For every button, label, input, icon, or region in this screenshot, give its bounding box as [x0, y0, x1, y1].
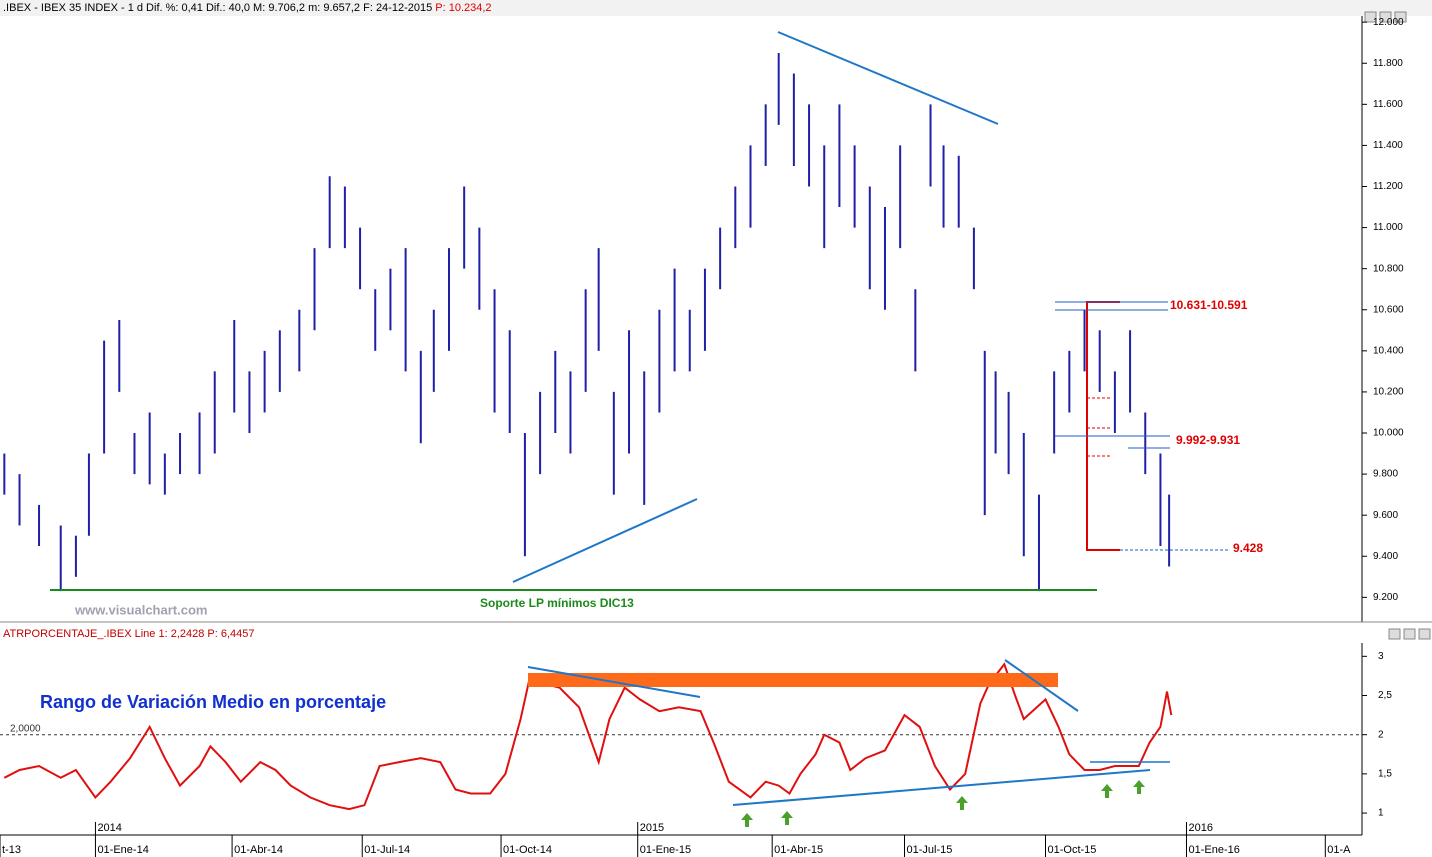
header-text: .IBEX - IBEX 35 INDEX - 1 d Dif. %: 0,41…	[3, 2, 492, 14]
trendline	[1004, 659, 1079, 712]
window-buttons[interactable]	[1364, 11, 1431, 640]
x-tick-label: 01-Ene-15	[640, 844, 691, 856]
y-tick-label: 9.400	[1373, 551, 1398, 562]
button-max[interactable]	[1379, 11, 1392, 23]
header-price: P: 10.234,2	[435, 2, 491, 14]
atr-title: ATRPORCENTAJE_.IBEX Line 1: 2,2428 P: 6,…	[3, 628, 255, 640]
x-tick-label: 01-Ene-14	[97, 844, 148, 856]
y-tick-label: 12.000	[1373, 17, 1404, 28]
button-close[interactable]	[1394, 11, 1407, 23]
arrow-up	[1101, 784, 1113, 798]
price-drawings	[50, 31, 1230, 591]
trendline	[512, 498, 698, 583]
y-tick-label: 10.000	[1373, 428, 1404, 439]
y-tick-label: 9.200	[1373, 592, 1398, 603]
y-tick-label: 11.200	[1373, 181, 1403, 192]
y-tick-label: 11.000	[1373, 222, 1403, 233]
y-tick-label: 10.600	[1373, 304, 1404, 315]
button-max[interactable]	[1403, 628, 1416, 640]
y-tick-label: 3	[1378, 651, 1384, 662]
arrow-up	[741, 813, 753, 827]
arrow-up	[1133, 780, 1145, 794]
atr-drawings	[527, 659, 1170, 827]
atr-panel: 3 2,5 2 1,5 1 t-13 01-Ene-14 01-Abr-14 01-Jul-14…	[0, 651, 1392, 857]
x-tick-label: 01-Ene-16	[1188, 844, 1239, 856]
x-tick-label: 01-Oct-15	[1047, 844, 1096, 856]
y-tick-label: 10.800	[1373, 263, 1404, 274]
x-tick-label: 01-Jul-14	[364, 844, 410, 856]
highlight-zone	[528, 673, 1058, 687]
y-tick-label: 9.600	[1373, 510, 1398, 521]
arrow-up	[956, 796, 968, 810]
annotation: 9.428	[1233, 541, 1263, 555]
x-tick-label: 01-Abr-15	[774, 844, 823, 856]
trendline	[777, 31, 999, 125]
trendline	[732, 769, 1151, 806]
x-tick-label: t-13	[2, 844, 21, 856]
y-tick-label: 10.400	[1373, 345, 1404, 356]
annotation: Soporte LP mínimos DIC13	[480, 596, 634, 610]
annotation: Rango de Variación Medio en porcentaje	[40, 692, 386, 712]
y-tick-label: 11.800	[1373, 58, 1403, 69]
y-tick-label: 9.800	[1373, 469, 1398, 480]
header-bar	[0, 0, 1432, 16]
watermark: www.visualchart.com	[74, 602, 207, 617]
year-label: 2015	[640, 822, 664, 834]
arrow-up	[781, 811, 793, 825]
y-tick-label: 11.400	[1373, 140, 1403, 151]
annotation: 10.631-10.591	[1170, 298, 1248, 312]
annotation: 9.992-9.931	[1176, 433, 1240, 447]
atr-line	[3, 662, 1173, 811]
year-label: 2016	[1188, 822, 1212, 834]
y-tick-label: 10.200	[1373, 387, 1404, 398]
x-tick-label: 01-Abr-14	[234, 844, 283, 856]
x-tick-label: 01-Oct-14	[503, 844, 552, 856]
year-label: 2014	[97, 822, 121, 834]
x-tick-label: 01-A	[1327, 844, 1351, 856]
x-tick-label: 01-Jul-15	[906, 844, 952, 856]
reference-label: 2,0000	[10, 724, 41, 735]
y-tick-label: 11.600	[1373, 99, 1403, 110]
y-tick-label: 2,5	[1378, 690, 1392, 701]
button-close[interactable]	[1418, 628, 1431, 640]
y-tick-label: 1	[1378, 808, 1384, 819]
arrows	[741, 780, 1145, 827]
trendline	[527, 666, 701, 698]
button-min[interactable]	[1388, 628, 1401, 640]
header-info: .IBEX - IBEX 35 INDEX - 1 d Dif. %: 0,41…	[3, 2, 432, 14]
price-panel: 12.000 11.800 11.600 11.400 11.200 11.000 10.8…	[3, 17, 1404, 603]
y-tick-label: 2	[1378, 729, 1384, 740]
y-tick-label: 1,5	[1378, 769, 1392, 780]
button-min[interactable]	[1364, 11, 1377, 23]
